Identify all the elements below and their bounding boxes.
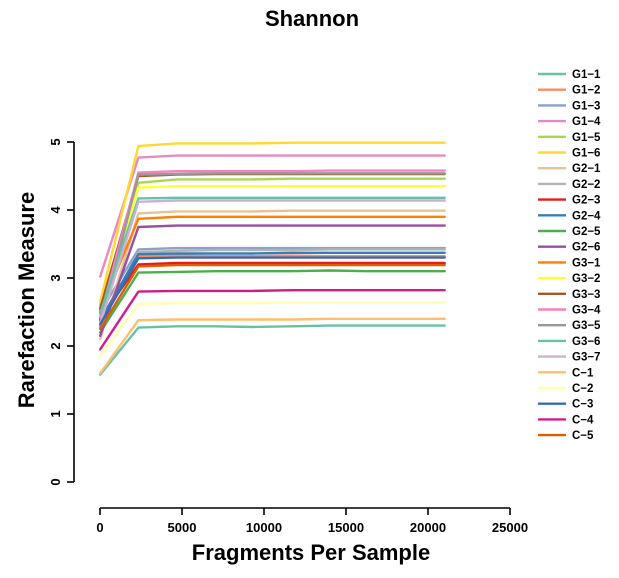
legend-label: C−2 [572, 383, 593, 395]
y-axis: 0 1 2 3 4 5 [48, 138, 75, 486]
x-tick-label: 0 [96, 520, 103, 535]
legend-item: G1−6 [538, 148, 600, 160]
x-tick-label: 10000 [246, 520, 282, 535]
legend-item: C−5 [538, 430, 594, 442]
series-line-G2−1 [98, 209, 446, 341]
legend: G1−1 G1−2 G1−3 G1−4 G1−5 G1−6 G2−1 G2−2 G2−3 G2−4… [538, 69, 601, 442]
legend-label: G3−1 [572, 257, 601, 269]
series-line-G1−3 [98, 246, 446, 314]
legend-item: G3−1 [538, 257, 601, 269]
x-axis-title: Fragments Per Sample [192, 540, 430, 565]
legend-label: G1−1 [572, 69, 601, 81]
legend-item: G3−6 [538, 336, 600, 348]
legend-item: G1−4 [538, 116, 601, 128]
series-line-C−4 [98, 289, 446, 351]
legend-item: G2−6 [538, 242, 600, 254]
legend-item: G2−1 [538, 163, 601, 175]
legend-label: G2−1 [572, 163, 601, 175]
series-lines [98, 141, 446, 376]
y-tick-label: 1 [48, 410, 63, 417]
series-line-G3−1 [98, 215, 446, 312]
y-tick-label: 2 [48, 342, 63, 349]
legend-label: G2−4 [572, 210, 601, 222]
series-line-C−3 [98, 256, 446, 326]
series-line-G2−6 [98, 224, 446, 337]
legend-label: G1−6 [572, 148, 600, 160]
legend-item: G3−3 [538, 289, 600, 301]
legend-label: G3−4 [572, 305, 601, 317]
legend-label: G3−7 [572, 352, 600, 364]
legend-item: C−3 [538, 399, 593, 411]
x-tick-label: 5000 [168, 520, 197, 535]
series-line-G3−2 [98, 184, 446, 317]
legend-label: C−4 [572, 414, 594, 426]
series-line-C−5 [98, 263, 446, 331]
series-line-G2−4 [98, 251, 446, 322]
legend-item: G2−5 [538, 226, 601, 238]
x-tick-label: 25000 [492, 520, 528, 535]
legend-label: G2−3 [572, 195, 600, 207]
legend-item: G2−2 [538, 179, 600, 191]
legend-label: G2−2 [572, 179, 600, 191]
legend-item: G1−1 [538, 69, 601, 81]
series-line-G3−3 [98, 172, 446, 310]
legend-label: C−1 [572, 367, 594, 379]
legend-label: G3−2 [572, 273, 600, 285]
series-line-G3−4 [98, 169, 446, 319]
legend-label: G1−5 [572, 132, 601, 144]
legend-label: G3−5 [572, 320, 601, 332]
y-tick-label: 0 [48, 478, 63, 485]
legend-item: G2−3 [538, 195, 600, 207]
series-line-G1−2 [98, 254, 446, 324]
legend-label: G3−6 [572, 336, 600, 348]
series-line-G1−6 [98, 141, 446, 303]
legend-item: G1−3 [538, 100, 600, 112]
y-tick-label: 4 [48, 206, 63, 214]
series-line-C−1 [98, 317, 446, 375]
x-tick-label: 20000 [410, 520, 446, 535]
legend-label: G2−5 [572, 226, 601, 238]
y-tick-label: 3 [48, 274, 63, 281]
legend-label: G3−3 [572, 289, 600, 301]
series-line-G2−2 [98, 248, 446, 327]
legend-item: G3−4 [538, 305, 601, 317]
series-line-G3−5 [98, 172, 446, 329]
series-line-G3−6 [98, 196, 446, 315]
y-axis-title: Rarefaction Measure [14, 192, 39, 408]
x-axis: 0 5000 10000 15000 20000 25000 [96, 507, 528, 535]
series-line-G2−3 [98, 261, 446, 320]
chart-title: Shannon [265, 6, 359, 31]
legend-item: C−1 [538, 367, 594, 379]
legend-item: C−4 [538, 414, 594, 426]
legend-label: C−5 [572, 430, 594, 442]
legend-label: G1−2 [572, 85, 600, 97]
series-line-G1−4 [98, 154, 446, 278]
legend-label: G1−3 [572, 100, 600, 112]
x-tick-label: 15000 [328, 520, 364, 535]
series-line-G1−1 [98, 324, 446, 376]
legend-label: C−3 [572, 399, 593, 411]
legend-item: G3−5 [538, 320, 601, 332]
series-line-G1−5 [98, 177, 446, 307]
legend-label: G1−4 [572, 116, 601, 128]
legend-item: G1−2 [538, 85, 600, 97]
series-line-G2−5 [98, 269, 446, 334]
legend-item: C−2 [538, 383, 593, 395]
legend-item: G1−5 [538, 132, 601, 144]
legend-item: G2−4 [538, 210, 601, 222]
y-tick-label: 5 [48, 138, 63, 145]
legend-label: G2−6 [572, 242, 600, 254]
legend-item: G3−2 [538, 273, 600, 285]
series-line-G3−7 [98, 199, 446, 325]
legend-item: G3−7 [538, 352, 600, 364]
series-line-C−2 [98, 301, 446, 358]
